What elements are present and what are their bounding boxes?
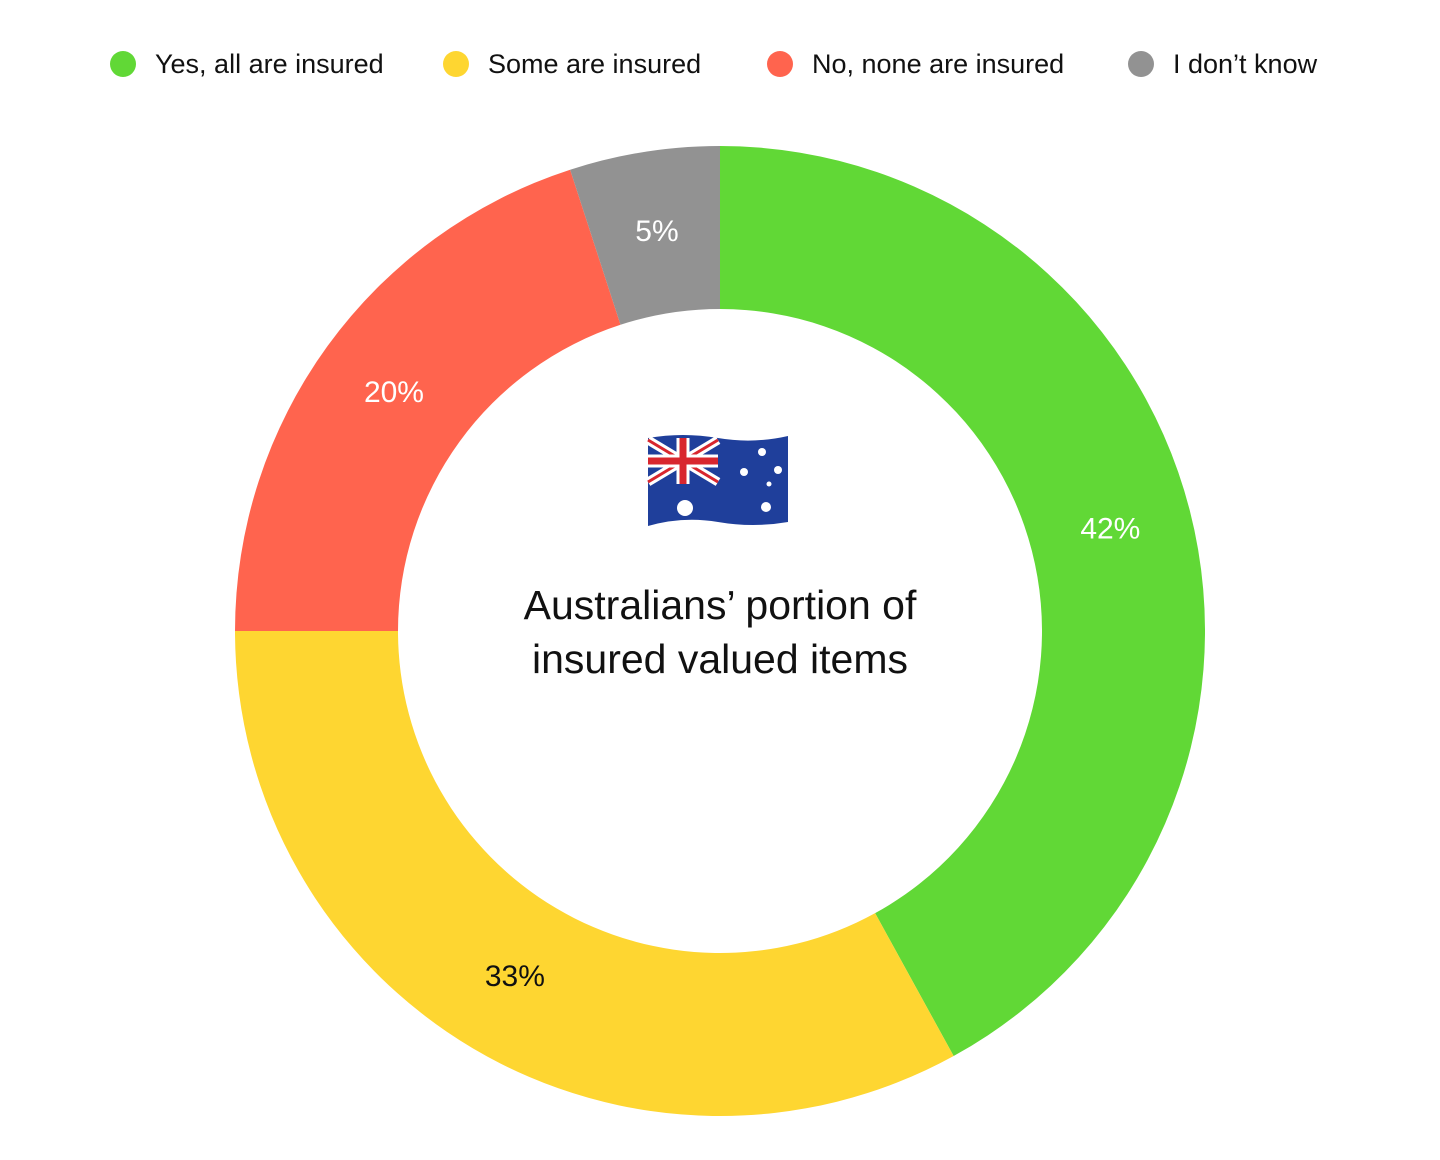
- legend-label: No, none are insured: [812, 49, 1064, 79]
- slice-label: 42%: [1080, 513, 1140, 546]
- legend-label: Yes, all are insured: [155, 49, 384, 79]
- donut-slice: [235, 169, 621, 631]
- donut-slice: [570, 146, 720, 325]
- slice-label: 5%: [635, 215, 678, 248]
- legend-label: I don’t know: [1173, 49, 1318, 79]
- slice-label: 20%: [364, 376, 424, 409]
- flag-icon: [645, 435, 788, 526]
- chart-title: Australians’ portion of insured valued i…: [523, 582, 917, 682]
- slice-label: 33%: [485, 960, 545, 993]
- legend-swatch: [767, 51, 793, 77]
- donut-slice: [720, 146, 1206, 1057]
- legend-label: Some are insured: [488, 49, 701, 79]
- legend-swatch: [110, 51, 136, 77]
- legend-swatch: [443, 51, 469, 77]
- legend-swatch: [1128, 51, 1154, 77]
- donut-slice: [235, 631, 954, 1117]
